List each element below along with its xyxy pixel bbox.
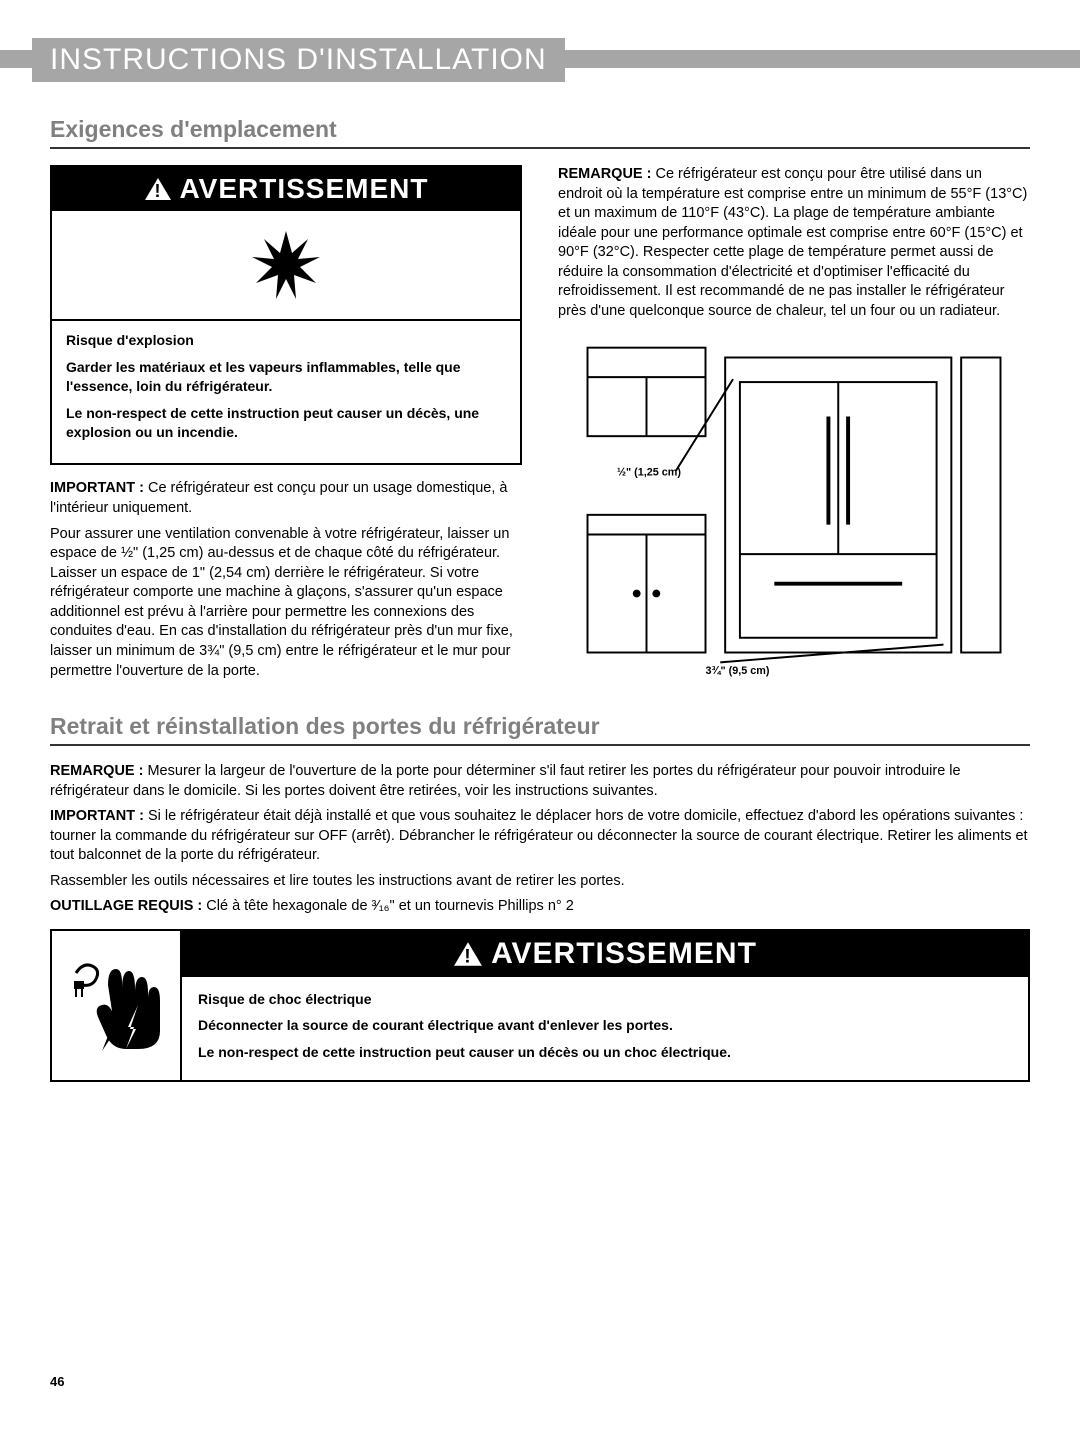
sec2-p1-label: REMARQUE :	[50, 763, 143, 779]
warning-box-shock: ! AVERTISSEMENT Risque de choc électriqu…	[50, 929, 1030, 1082]
remarque-label: REMARQUE :	[558, 166, 651, 182]
diagram-label-top: ½" (1,25 cm)	[617, 466, 681, 478]
section1-columns: ! AVERTISSEMENT Risque d'explosion Garde…	[50, 165, 1030, 687]
sec2-p2-label: IMPORTANT :	[50, 808, 144, 824]
warn2-label: AVERTISSEMENT	[491, 937, 757, 971]
warning-label: AVERTISSEMENT	[180, 173, 429, 205]
shock-hand-icon	[66, 955, 166, 1055]
explosion-icon-zone	[52, 211, 520, 321]
section2-heading: Retrait et réinstallation des portes du …	[50, 713, 1030, 740]
svg-text:!: !	[154, 181, 161, 201]
warn2-header: ! AVERTISSEMENT	[182, 931, 1028, 977]
warn2-body: Risque de choc électrique Déconnecter la…	[182, 977, 1028, 1080]
title-box: INSTRUCTIONS D'INSTALLATION	[32, 38, 565, 82]
clearance-diagram: ½" (1,25 cm) 3¾" (9,5 cm)	[558, 328, 1030, 682]
important-label: IMPORTANT :	[50, 480, 144, 496]
explosion-icon	[246, 225, 326, 305]
page: INSTRUCTIONS D'INSTALLATION Exigences d'…	[0, 38, 1080, 1435]
warning-triangle-icon: !	[453, 941, 483, 967]
warn2-line2: Déconnecter la source de courant électri…	[198, 1015, 1012, 1035]
warn2-line3: Le non-respect de cette instruction peut…	[198, 1042, 1012, 1062]
sec2-p4-label: OUTILLAGE REQUIS :	[50, 898, 202, 914]
important-para: IMPORTANT : Ce réfrigérateur est conçu p…	[50, 479, 522, 518]
warning1-body: Risque d'explosion Garder les matériaux …	[52, 321, 520, 463]
warn1-line1: Risque d'explosion	[66, 331, 506, 350]
sec2-p2-text: Si le réfrigérateur était déjà installé …	[50, 808, 1028, 863]
title-banner: INSTRUCTIONS D'INSTALLATION	[0, 38, 1080, 88]
sec2-p2: IMPORTANT : Si le réfrigérateur était dé…	[50, 807, 1030, 866]
warning-header: ! AVERTISSEMENT	[52, 167, 520, 211]
page-title: INSTRUCTIONS D'INSTALLATION	[50, 43, 547, 77]
warning-box-explosion: ! AVERTISSEMENT Risque d'explosion Garde…	[50, 165, 522, 465]
warning-triangle-icon: !	[144, 177, 172, 201]
section1-divider	[50, 147, 1030, 149]
content-area: Exigences d'emplacement ! AVERTISSEMENT	[0, 88, 1080, 1082]
section1-right-column: REMARQUE : Ce réfrigérateur est conçu po…	[558, 165, 1030, 687]
section1-left-column: ! AVERTISSEMENT Risque d'explosion Garde…	[50, 165, 522, 687]
section1-heading: Exigences d'emplacement	[50, 116, 1030, 143]
sec2-p1-text: Mesurer la largeur de l'ouverture de la …	[50, 763, 961, 799]
warn2-line1: Risque de choc électrique	[198, 989, 1012, 1009]
diagram-label-side: 3¾" (9,5 cm)	[706, 665, 770, 677]
sec2-p1: REMARQUE : Mesurer la largeur de l'ouver…	[50, 762, 1030, 801]
section2: Retrait et réinstallation des portes du …	[50, 713, 1030, 1082]
sec2-p4-text: Clé à tête hexagonale de ³⁄₁₆" et un tou…	[202, 898, 574, 914]
warn2-right: ! AVERTISSEMENT Risque de choc électriqu…	[182, 931, 1028, 1080]
warn1-line2: Garder les matériaux et les vapeurs infl…	[66, 358, 506, 396]
sec2-p4: OUTILLAGE REQUIS : Clé à tête hexagonale…	[50, 897, 1030, 917]
ventilation-para: Pour assurer une ventilation convenable …	[50, 525, 522, 682]
remarque-text: Ce réfrigérateur est conçu pour être uti…	[558, 166, 1027, 319]
page-number: 46	[50, 1374, 64, 1389]
shock-icon-zone	[52, 931, 182, 1080]
remarque-para: REMARQUE : Ce réfrigérateur est conçu po…	[558, 165, 1030, 322]
section2-divider	[50, 744, 1030, 746]
warn1-line3: Le non-respect de cette instruction peut…	[66, 404, 506, 442]
sec2-p3: Rassembler les outils nécessaires et lir…	[50, 872, 1030, 892]
svg-text:!: !	[464, 947, 472, 967]
